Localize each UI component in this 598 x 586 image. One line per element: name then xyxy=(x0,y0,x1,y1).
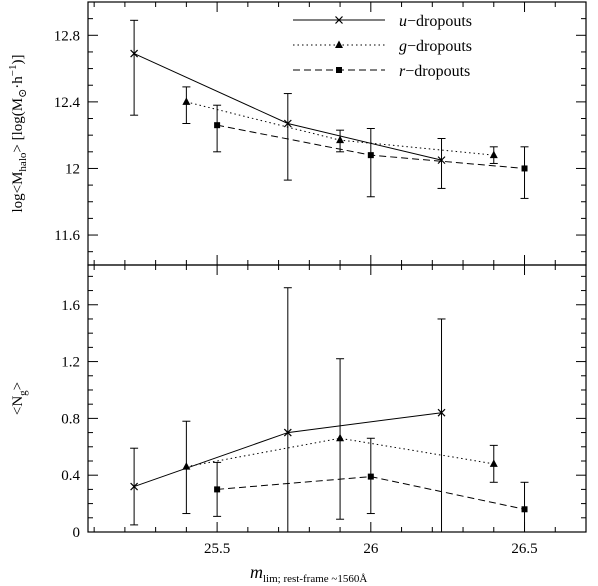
legend-label-2: r−dropouts xyxy=(399,63,470,80)
axis-ticks xyxy=(88,2,587,532)
bottom-ytick-label: 0.4 xyxy=(61,468,80,484)
top-series-0 xyxy=(130,19,446,189)
data-point xyxy=(437,156,446,165)
bottom-series-2 xyxy=(213,437,529,532)
data-point xyxy=(214,486,221,493)
legend: u−dropouts g−dropouts r−dropouts xyxy=(293,13,472,80)
data-point xyxy=(130,482,139,491)
top-ytick-label: 12.8 xyxy=(54,28,80,44)
data-point xyxy=(521,506,528,513)
top-series-2 xyxy=(213,104,529,199)
bottom-ytick-label: 0 xyxy=(73,525,81,541)
legend-label-1: g−dropouts xyxy=(399,38,472,55)
data-point xyxy=(182,97,191,105)
panel-frames xyxy=(87,1,587,533)
axis-labels: 11.6 12 12.4 12.8 log<Mhalo> [log(M⊙·h−1)] 0 0… xyxy=(7,28,538,585)
top-series-1 xyxy=(182,86,498,164)
data-point xyxy=(214,122,221,129)
top-ytick-label: 12 xyxy=(65,161,80,177)
bottom-xlabel: mlim; rest-frame ~1560Å xyxy=(250,562,367,585)
top-ytick-label: 11.6 xyxy=(54,228,80,244)
data-point xyxy=(437,408,446,417)
bottom-series-1 xyxy=(182,358,498,520)
data-series xyxy=(130,19,529,532)
bottom-ytick-label: 1.6 xyxy=(61,298,80,314)
data-point xyxy=(182,462,191,470)
data-point xyxy=(489,459,498,467)
bottom-ylabel: <Ng> xyxy=(10,382,29,415)
data-point xyxy=(336,433,345,442)
legend-marker-1 xyxy=(335,40,343,48)
data-point xyxy=(367,152,374,159)
bottom-series-0 xyxy=(130,287,446,532)
legend-marker-2 xyxy=(336,67,342,73)
data-point xyxy=(336,135,345,144)
data-point xyxy=(489,150,498,159)
bottom-panel-frame xyxy=(87,264,587,533)
data-point xyxy=(130,49,139,58)
top-ytick-label: 12.4 xyxy=(54,95,81,111)
top-ylabel: log<Mhalo> [log(M⊙·h−1)] xyxy=(7,54,29,212)
bottom-ytick-label: 0.8 xyxy=(61,411,80,427)
bottom-xtick-label: 25.5 xyxy=(204,541,230,557)
data-point xyxy=(283,428,292,437)
top-panel-frame xyxy=(87,1,587,266)
bottom-xtick-label: 26 xyxy=(363,541,379,557)
bottom-xtick-label: 26.5 xyxy=(511,541,537,557)
data-point xyxy=(521,165,528,172)
legend-label-0: u−dropouts xyxy=(399,13,472,30)
data-point xyxy=(283,119,292,128)
legend-marker-0 xyxy=(335,16,343,24)
data-point xyxy=(367,473,374,480)
bottom-ytick-label: 1.2 xyxy=(61,355,80,371)
